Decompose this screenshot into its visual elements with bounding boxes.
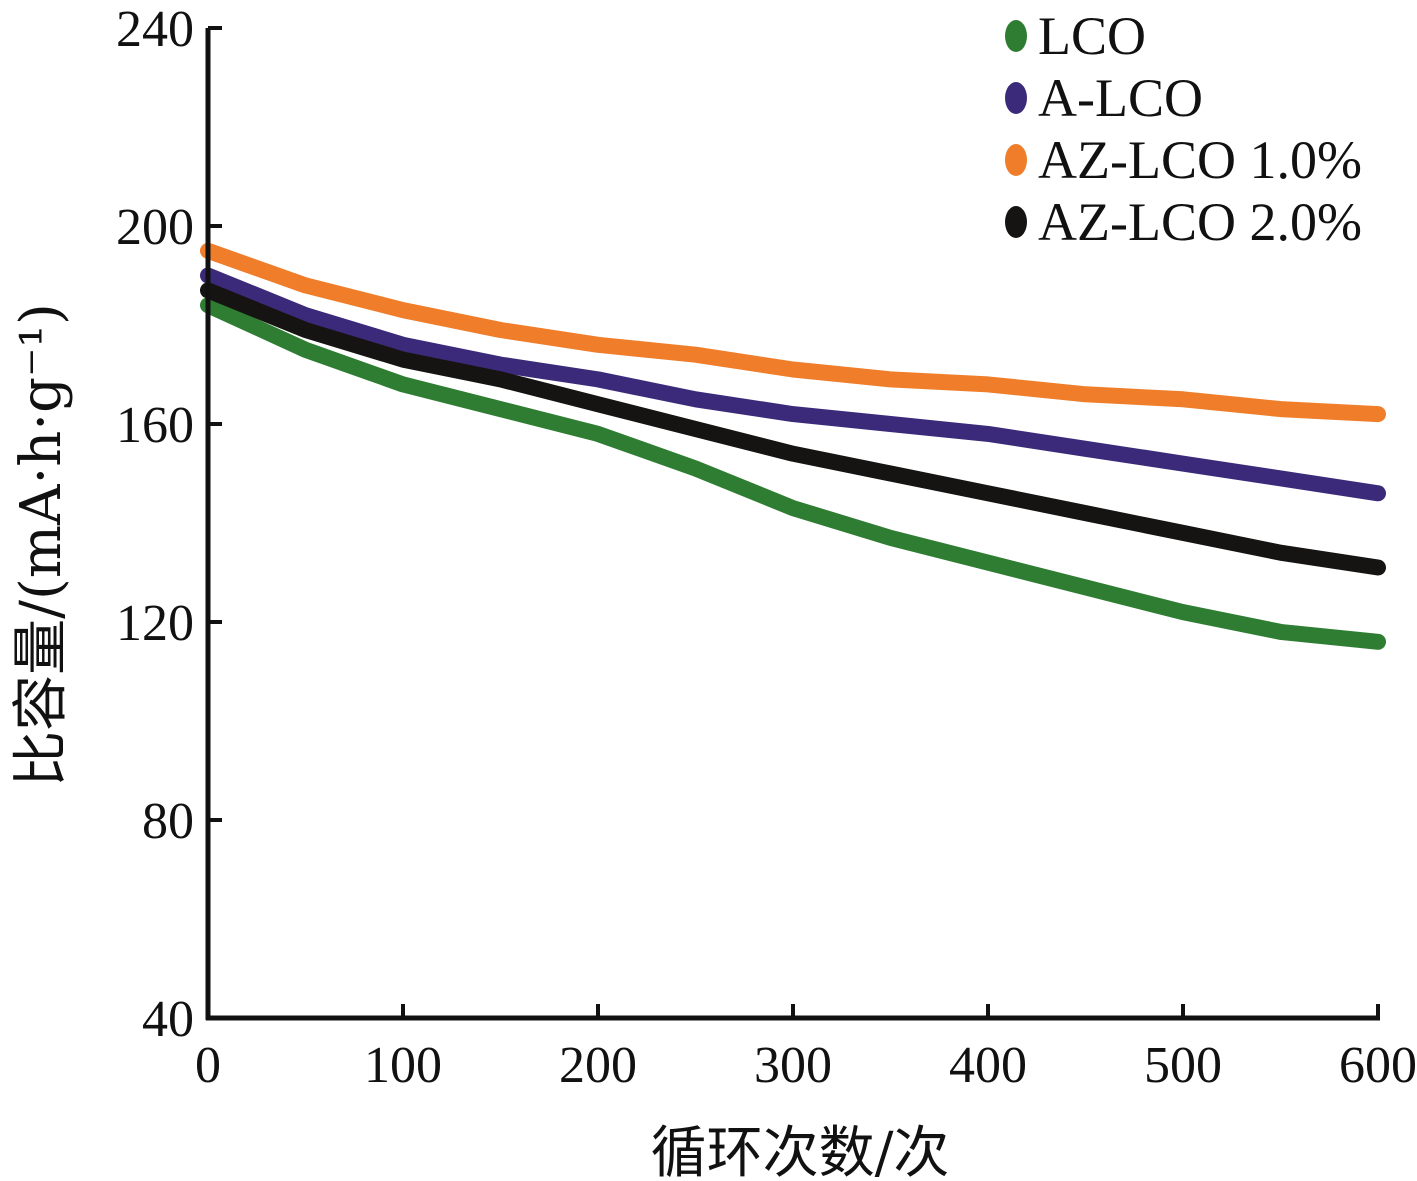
x-tick-label: 100: [364, 1037, 442, 1094]
x-tick-label: 500: [1144, 1037, 1222, 1094]
y-tick-label: 240: [116, 1, 194, 58]
y-tick-label: 40: [142, 991, 194, 1048]
legend-label-4: AZ-LCO 2.0%: [1038, 192, 1362, 252]
x-tick-label: 600: [1339, 1037, 1417, 1094]
series-line-1: [200, 297, 1386, 650]
series-line-3: [200, 242, 1386, 423]
legend-label-1: LCO: [1038, 6, 1146, 66]
legend-marker-1: [1005, 20, 1027, 52]
y-tick-label: 200: [116, 199, 194, 256]
legend-label-3: AZ-LCO 1.0%: [1038, 130, 1362, 190]
x-tick-label: 400: [949, 1037, 1027, 1094]
series-line-2: [200, 267, 1386, 502]
legend-marker-3: [1005, 144, 1027, 176]
legend-label-2: A-LCO: [1038, 68, 1203, 128]
ticks: 0 100 200 300 400 500 600 40 80 120 160 200 240: [116, 1, 1417, 1094]
y-tick-label: 120: [116, 595, 194, 652]
y-tick-label: 80: [142, 793, 194, 850]
legend-marker-4: [1005, 206, 1027, 238]
legend-marker-2: [1005, 82, 1027, 114]
y-axis-title: 比容量/(mA·h·g⁻¹): [9, 303, 74, 787]
x-tick-label: 0: [195, 1037, 221, 1094]
x-axis-title: 循环次数/次: [651, 1121, 950, 1181]
series-line-4: [200, 282, 1386, 576]
y-tick-label: 160: [116, 397, 194, 454]
x-tick-label: 300: [754, 1037, 832, 1094]
x-tick-label: 200: [559, 1037, 637, 1094]
series-layer: [200, 242, 1386, 650]
